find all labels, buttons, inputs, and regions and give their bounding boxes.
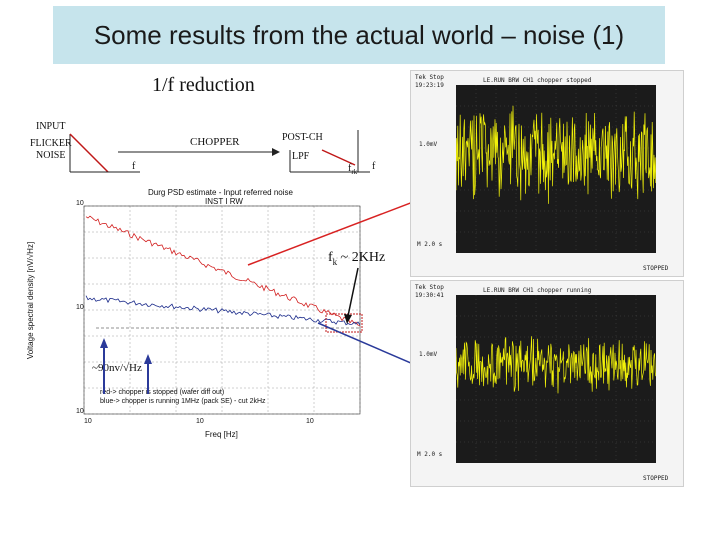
slide-subtitle: 1/f reduction bbox=[152, 74, 255, 96]
psd-ytick-2: 10 bbox=[76, 304, 84, 311]
scope-bottom-header: LE.RUN BRW CH1 chopper running bbox=[483, 287, 592, 294]
psd-title-2: INST I RW bbox=[205, 197, 243, 206]
flicker-label: FLICKER bbox=[30, 138, 72, 149]
psd-plot: Durg PSD estimate - Input referred noise… bbox=[26, 186, 368, 439]
psd-ytick-3: 10 bbox=[76, 408, 84, 415]
psd-frame bbox=[83, 205, 361, 415]
scope-top-header: LE.RUN BRW CH1 chopper stopped bbox=[483, 77, 592, 84]
slide-title: Some results from the actual world – noi… bbox=[93, 20, 625, 50]
psd-legend-1: red-> chopper is stopped (wafer diff out… bbox=[100, 389, 225, 396]
scope-bottom-status: STOPPED bbox=[643, 475, 669, 482]
psd-xtick-1: 10 bbox=[84, 418, 92, 425]
psd-xtick-3: 10 bbox=[306, 418, 314, 425]
lpf-label: LPF bbox=[292, 151, 310, 162]
scope-top-time: 19:23:19 bbox=[415, 82, 444, 89]
scope-top-readout: M 2.0 s bbox=[417, 241, 443, 248]
scope-bottom-chinfo: 1.0mV bbox=[419, 351, 438, 358]
scope-bottom-trace bbox=[456, 336, 656, 394]
scope-top-status: STOPPED bbox=[643, 265, 669, 272]
input-label: INPUT bbox=[36, 121, 66, 132]
f-axis-label-1: f bbox=[132, 161, 136, 172]
scope-bottom-screen bbox=[456, 295, 656, 463]
psd-grid bbox=[83, 205, 361, 415]
annotation-arrowhead bbox=[100, 338, 108, 348]
oscilloscope-top: Tek Stop 19:23:19 LE.RUN BRW CH1 chopper… bbox=[410, 70, 684, 277]
scope-top-grid bbox=[456, 85, 656, 253]
fk-annotation: fk ~ 2KHz bbox=[328, 250, 386, 267]
scope-bottom-readout: M 2.0 s bbox=[417, 451, 443, 458]
fk-axis-label: frk bbox=[348, 163, 358, 176]
scope-bottom-time: 19:30:41 bbox=[415, 292, 444, 299]
psd-xlabel: Freq [Hz] bbox=[205, 430, 238, 439]
scope-bottom-brand: Tek Stop bbox=[415, 284, 444, 291]
scope-top-brand: Tek Stop bbox=[415, 74, 444, 81]
noise-label: NOISE bbox=[36, 150, 66, 161]
f-axis-label-2: f bbox=[372, 161, 376, 172]
blue-trace bbox=[85, 295, 361, 326]
scope-top-trace bbox=[456, 105, 656, 204]
title-bar: Some results from the actual world – noi… bbox=[53, 6, 665, 64]
scope-bottom-svg bbox=[456, 295, 656, 463]
post-ch-label: POST-CH bbox=[282, 132, 323, 143]
scope-top-chinfo: 1.0mV bbox=[419, 141, 438, 148]
psd-ytick-1: 10 bbox=[76, 200, 84, 207]
chopper-label: CHOPPER bbox=[190, 136, 240, 148]
annotation-arrowhead-2 bbox=[144, 354, 152, 364]
psd-legend-2: blue-> chopper is running 1MHz (pack SE)… bbox=[100, 398, 266, 405]
fk-pointer bbox=[347, 267, 359, 317]
scope-top-svg bbox=[456, 85, 656, 253]
scope-top-screen bbox=[456, 85, 656, 253]
red-trace bbox=[85, 215, 361, 326]
oscilloscope-bottom: Tek Stop 19:30:41 LE.RUN BRW CH1 chopper… bbox=[410, 280, 684, 487]
psd-svg bbox=[83, 205, 363, 415]
psd-xtick-2: 10 bbox=[196, 418, 204, 425]
psd-title-1: Durg PSD estimate - Input referred noise bbox=[148, 188, 293, 197]
